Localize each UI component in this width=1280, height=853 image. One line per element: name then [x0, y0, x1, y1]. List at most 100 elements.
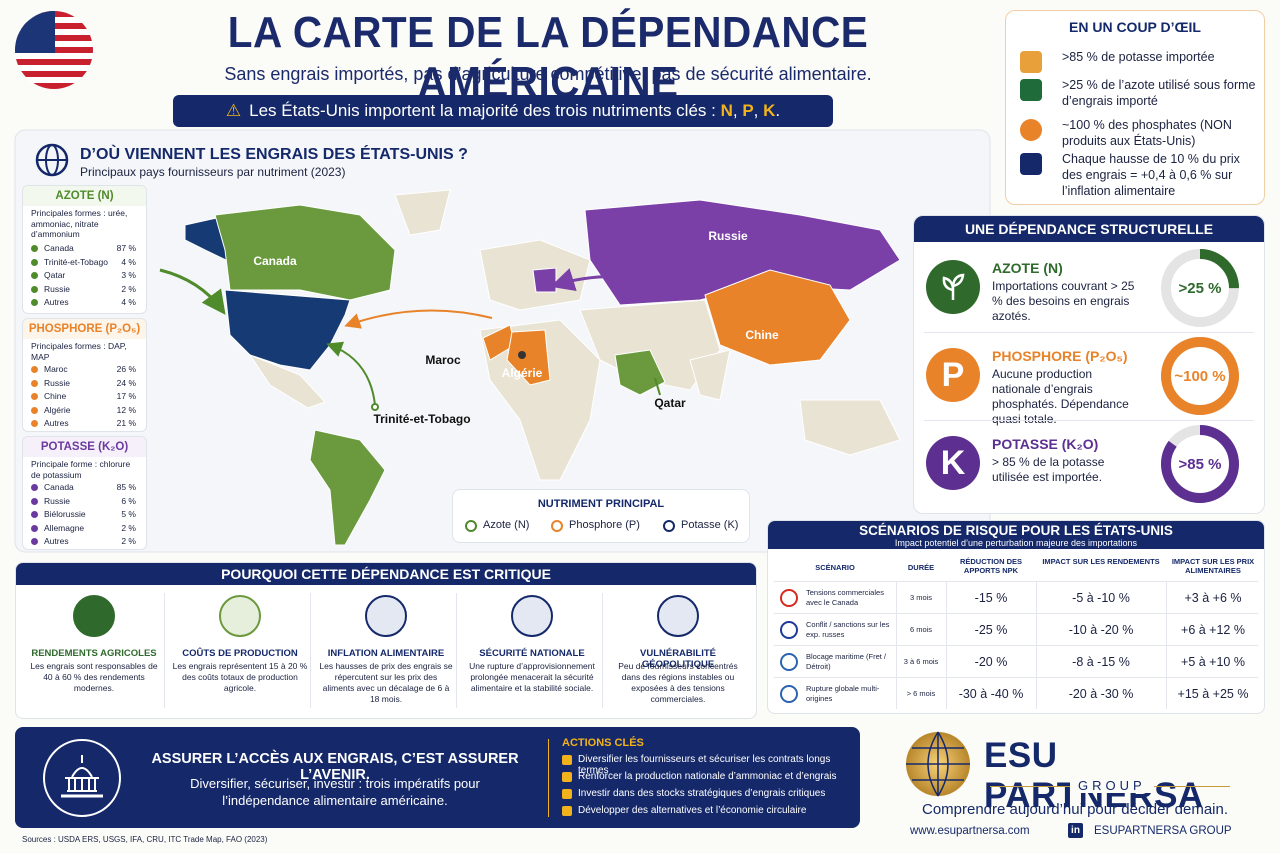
map-label: Canada — [253, 254, 297, 268]
alert-text: P — [742, 101, 754, 120]
map-label: Qatar — [654, 396, 686, 410]
col-divider — [1166, 645, 1167, 677]
divider — [456, 593, 457, 708]
website: www.esupartnersa.com — [910, 825, 1030, 837]
alert-text: Les États-Unis importent la majorité des… — [249, 101, 721, 120]
col-divider — [946, 677, 947, 709]
why-item-title: VULNÉRABILITÉ GÉOPOLITIQUE — [640, 648, 716, 670]
table-cell: -30 à -40 % — [958, 687, 1024, 701]
supplier-share: 2 % — [121, 536, 136, 546]
map-legend: NUTRIMENT PRINCIPAL Azote (N) Phosphore (P… — [452, 489, 750, 543]
scenario-flag — [780, 621, 798, 639]
glance-item: Chaque hausse de 10 % du prix des engrai… — [1062, 152, 1240, 198]
actions-title: ACTIONS CLÉS — [562, 737, 644, 749]
nutrient-name: POTASSE (K₂O) — [23, 437, 146, 457]
legend-dot — [31, 299, 38, 306]
table-cell: +3 à +6 % — [1184, 591, 1242, 605]
legend-item: Phosphore (P) — [569, 519, 640, 531]
world-map — [184, 189, 901, 546]
check-icon — [562, 806, 572, 816]
action-item: Renforcer la production nationale d’ammo… — [578, 771, 837, 782]
why-box: POURQUOI CETTE DÉPENDANCE EST CRITIQUE RE… — [15, 562, 757, 719]
flag-icon — [15, 11, 93, 89]
scenario-flag — [780, 653, 798, 671]
col-divider — [946, 645, 947, 677]
supplier-share: 24 % — [116, 377, 136, 388]
nutrient-box: AZOTE (N) Principales formes : urée, ammo… — [22, 185, 147, 314]
supplier-name: Autres — [44, 418, 69, 428]
action-item: Investir dans des stocks stratégiques d’… — [578, 788, 826, 799]
table-cell: -8 à -15 % — [1072, 655, 1130, 669]
table-cell: Blocage maritime (Fret / Détroit) — [806, 652, 887, 671]
table-cell: -15 % — [974, 591, 1008, 605]
brand-tagline: Comprendre aujourd’hui pour décider dema… — [921, 801, 1228, 818]
legend-swatch — [663, 520, 675, 532]
supplier-share: 3 % — [121, 270, 136, 280]
col-divider — [896, 613, 897, 645]
alert-text: , — [753, 101, 764, 120]
gauge-arc — [1161, 337, 1239, 415]
supplier-share: 12 % — [116, 404, 136, 415]
alert-text: N — [720, 101, 733, 120]
col-divider — [1166, 581, 1167, 613]
table-cell: > 6 mois — [906, 689, 936, 698]
dependence-title: UNE DÉPENDANCE STRUCTURELLE — [914, 216, 1264, 242]
why-item-title: RENDEMENTS AGRICOLES — [31, 648, 157, 659]
brand-globe-lines — [906, 731, 970, 797]
table-cell: 3 à 6 mois — [903, 657, 939, 666]
supplier-share: 21 % — [116, 418, 136, 428]
glance-item: ~100 % des phosphates (NON produits aux … — [1062, 118, 1232, 148]
legend-dot — [31, 538, 38, 545]
scenarios-header — [768, 521, 1264, 549]
row-divider — [774, 645, 1258, 646]
action-item: Développer des alternatives et l’économi… — [578, 805, 807, 816]
legend-dot — [31, 497, 38, 505]
gauge-label: ~100 % — [1174, 368, 1225, 385]
nutrient-text: Aucune production nationale d’engrais ph… — [992, 367, 1129, 426]
table-cell: -20 à -30 % — [1068, 687, 1134, 701]
legend-item: Potasse (K) — [681, 519, 739, 531]
supplier-name: Russie — [44, 495, 70, 506]
map-label: Russie — [708, 229, 748, 243]
row-divider — [774, 581, 1258, 582]
nutrient-box: PHOSPHORE (P₂O₅) Principales formes : DAP… — [22, 318, 147, 432]
legend-dot — [31, 379, 38, 387]
nutrient-text: Importations couvrant > 25 % des besoins… — [992, 279, 1135, 323]
why-item-text: Une rupture d’approvisionnement prolongé… — [469, 661, 595, 693]
nutrient-forms: Principales formes : urée, ammoniac, nit… — [31, 208, 128, 239]
check-icon — [562, 755, 572, 765]
col-divider — [1036, 613, 1037, 645]
legend-title: NUTRIMENT PRINCIPAL — [537, 498, 665, 510]
title: LA CARTE DE LA DÉPENDANCE AMÉRICAINE — [227, 8, 869, 107]
footer-text: Diversifier, sécuriser, investir : trois… — [190, 776, 480, 808]
gauge: ~100 % — [1161, 337, 1239, 415]
glance-item: >85 % de potasse importée — [1062, 50, 1215, 64]
why-item-text: Les hausses de prix des engrais se réper… — [319, 661, 453, 704]
why-icon — [219, 595, 261, 637]
scenarios-subtitle: Impact potentiel d’une perturbation maje… — [894, 538, 1138, 548]
scenario-flag — [780, 589, 798, 607]
check-icon — [562, 772, 572, 782]
alert-text: . — [775, 101, 781, 120]
col-divider — [1036, 645, 1037, 677]
scenarios-box: SCÉNARIOS DE RISQUE POUR LES ÉTATS-UNIS I… — [767, 520, 1265, 714]
alert-banner: ⚠ Les États-Unis importent la majorité de… — [173, 95, 833, 127]
col-divider — [946, 613, 947, 645]
map-label: Chine — [745, 328, 779, 342]
nutrient-icon: K — [926, 436, 980, 490]
table-cell: Rupture globale multi-origines — [806, 684, 880, 703]
brand-name: ESU PARTNERSA — [984, 736, 1204, 815]
legend-dot — [31, 420, 38, 427]
supplier-name: Autres — [44, 297, 69, 307]
divider — [164, 593, 165, 708]
gauge: >25 % — [1161, 249, 1239, 327]
why-item-title: INFLATION ALIMENTAIRE — [327, 648, 445, 659]
supplier-share: 87 % — [116, 243, 136, 253]
legend-item: Azote (N) — [483, 519, 530, 531]
col-divider — [1036, 677, 1037, 709]
supplier-share: 4 % — [121, 256, 136, 267]
supplier-share: 26 % — [116, 364, 136, 374]
glance-icon — [1020, 153, 1042, 175]
linkedin-icon: in — [1068, 823, 1083, 838]
